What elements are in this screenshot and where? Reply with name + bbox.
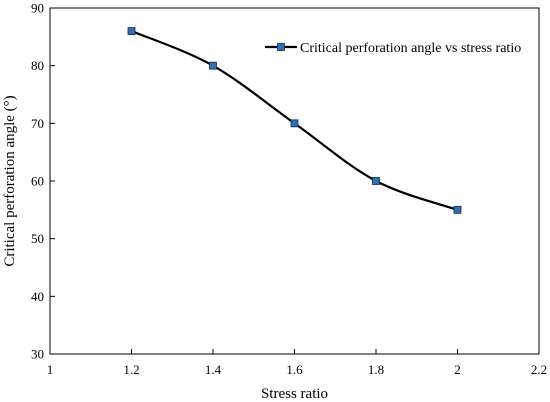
y-tick-label: 50 — [31, 231, 44, 246]
legend-marker — [277, 43, 285, 51]
data-point — [127, 27, 136, 35]
y-tick-label: 60 — [31, 174, 44, 189]
plot-border — [49, 7, 540, 355]
data-point — [290, 119, 299, 128]
data-point — [453, 205, 462, 214]
plot-frame — [49, 7, 540, 355]
x-tick-label: 1 — [47, 362, 54, 377]
data-point — [209, 61, 217, 70]
y-tick-label: 70 — [31, 116, 44, 131]
data-point — [372, 177, 380, 185]
y-tick-label: 30 — [31, 347, 44, 362]
x-tick-label: 1.4 — [205, 362, 222, 377]
x-tick-label: 1.8 — [368, 362, 384, 377]
x-axis-title: Stress ratio — [261, 386, 328, 402]
legend: Critical perforation angle vs stress rat… — [265, 41, 521, 56]
x-tick-label: 1.2 — [123, 362, 139, 377]
y-axis-title: Critical perforation angle (°) — [2, 95, 18, 266]
y-tick-label: 80 — [31, 58, 44, 73]
x-tick-label: 1.6 — [286, 362, 303, 377]
y-tick-label: 40 — [31, 289, 44, 304]
y-axis-ticks: 30 40 50 60 70 80 90 — [31, 1, 55, 362]
x-tick-label: 2.2 — [531, 362, 547, 377]
series-layer — [127, 27, 462, 214]
y-tick-label: 90 — [31, 1, 44, 16]
x-axis-ticks: 1 1.2 1.4 1.6 1.8 2 2.2 — [47, 349, 547, 377]
x-tick-label: 2 — [454, 362, 461, 377]
legend-label: Critical perforation angle vs stress rat… — [300, 41, 521, 56]
